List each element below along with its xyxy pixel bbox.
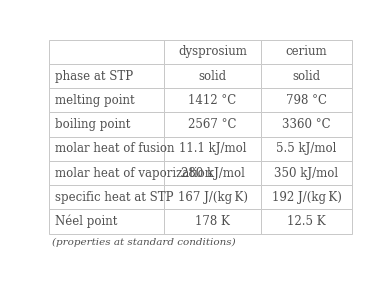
- Text: Néel point: Néel point: [55, 215, 117, 228]
- Bar: [49, 185, 164, 209]
- Bar: [261, 161, 352, 185]
- Bar: [49, 64, 164, 88]
- Bar: [164, 185, 261, 209]
- Bar: [261, 113, 352, 137]
- Bar: [261, 209, 352, 234]
- Bar: [49, 88, 164, 113]
- Bar: [49, 161, 164, 185]
- Bar: [164, 209, 261, 234]
- Bar: [164, 88, 261, 113]
- Text: 5.5 kJ/mol: 5.5 kJ/mol: [276, 142, 337, 155]
- Text: 798 °C: 798 °C: [286, 94, 327, 107]
- Text: 3360 °C: 3360 °C: [282, 118, 331, 131]
- Text: (properties at standard conditions): (properties at standard conditions): [52, 238, 235, 247]
- Text: boiling point: boiling point: [55, 118, 130, 131]
- Bar: [261, 88, 352, 113]
- Text: 192 J/(kg K): 192 J/(kg K): [271, 191, 341, 204]
- Text: molar heat of fusion: molar heat of fusion: [55, 142, 174, 155]
- Text: specific heat at STP: specific heat at STP: [55, 191, 174, 204]
- Bar: [164, 113, 261, 137]
- Text: 178 K: 178 K: [195, 215, 230, 228]
- Bar: [164, 161, 261, 185]
- Text: 11.1 kJ/mol: 11.1 kJ/mol: [179, 142, 246, 155]
- Bar: [49, 137, 164, 161]
- Text: 2567 °C: 2567 °C: [188, 118, 237, 131]
- Bar: [164, 137, 261, 161]
- Text: melting point: melting point: [55, 94, 135, 107]
- Text: phase at STP: phase at STP: [55, 69, 133, 83]
- Bar: [164, 40, 261, 64]
- Text: 12.5 K: 12.5 K: [287, 215, 326, 228]
- Text: 350 kJ/mol: 350 kJ/mol: [274, 166, 339, 180]
- Text: molar heat of vaporization: molar heat of vaporization: [55, 166, 212, 180]
- Bar: [49, 113, 164, 137]
- Bar: [261, 64, 352, 88]
- Text: solid: solid: [292, 69, 321, 83]
- Bar: [49, 209, 164, 234]
- Text: 1412 °C: 1412 °C: [188, 94, 237, 107]
- Text: 280 kJ/mol: 280 kJ/mol: [181, 166, 244, 180]
- Bar: [261, 40, 352, 64]
- Bar: [261, 185, 352, 209]
- Bar: [49, 40, 164, 64]
- Bar: [261, 137, 352, 161]
- Text: cerium: cerium: [286, 45, 327, 58]
- Text: 167 J/(kg K): 167 J/(kg K): [178, 191, 248, 204]
- Text: solid: solid: [199, 69, 226, 83]
- Bar: [164, 64, 261, 88]
- Text: dysprosium: dysprosium: [178, 45, 247, 58]
